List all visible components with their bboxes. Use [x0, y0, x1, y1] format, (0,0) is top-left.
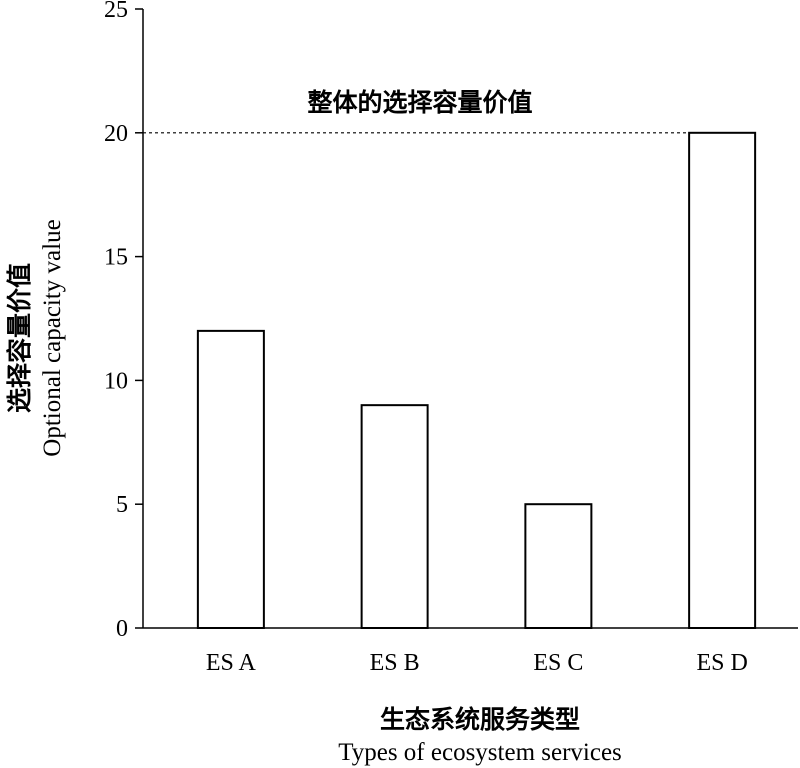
- y-tick-label: 25: [104, 0, 128, 23]
- x-tick-label: ES A: [206, 650, 257, 676]
- y-axis-title-cn: 选择容量价值: [5, 263, 34, 413]
- y-tick-label: 10: [104, 368, 128, 394]
- x-axis-title: Types of ecosystem services: [338, 739, 622, 766]
- reference-line-label: 整体的选择容量价值: [307, 88, 532, 117]
- bar: [524, 503, 593, 630]
- reference-line-group: 整体的选择容量价值: [143, 88, 690, 134]
- y-tick-label: 0: [116, 616, 128, 642]
- x-axis-title-cn: 生态系统服务类型: [380, 705, 580, 734]
- y-tick-label: 5: [116, 492, 128, 518]
- x-tick-label: ES C: [533, 650, 583, 676]
- bar: [688, 131, 757, 630]
- y-axis: 0 5 10 15 20 25: [104, 0, 144, 642]
- y-tick-label: 15: [104, 245, 128, 271]
- y-tick-label: 20: [104, 121, 128, 147]
- x-tick-label: ES D: [696, 650, 747, 676]
- x-tick-label: ES B: [370, 650, 420, 676]
- bar: [196, 329, 265, 629]
- y-axis-title: Optional capacity value: [39, 219, 66, 456]
- bars: ES A ES B ES C ES D: [196, 131, 757, 676]
- bar: [360, 404, 429, 629]
